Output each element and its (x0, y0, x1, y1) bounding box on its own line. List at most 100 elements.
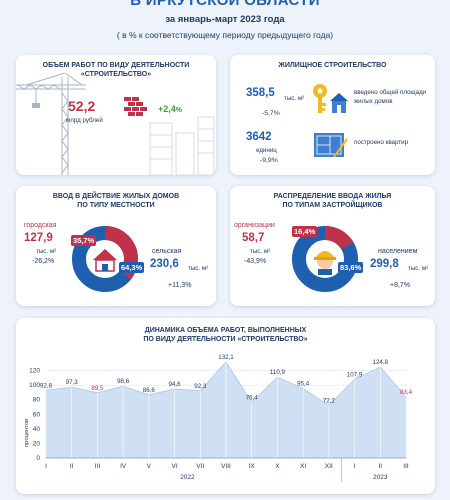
developers-card-title: РАСПРЕДЕЛЕНИЕ ВВОДА ЖИЛЬЯ ПО ТИПАМ ЗАСТР… (230, 192, 435, 210)
urban-change: -26,2% (32, 258, 55, 265)
urban-share: 35,7% (71, 235, 97, 246)
y-tick-label: 20 (33, 440, 41, 447)
data-label: 97,3 (66, 379, 79, 386)
page-header: В ИРКУТСКОЙ ОБЛАСТИ за январь-март 2023 … (0, 0, 450, 48)
construction-title-line2: «СТРОИТЕЛЬСТВО» (80, 71, 152, 78)
x-tick-label: X (275, 463, 280, 470)
bricks-icon (124, 97, 147, 116)
crane-icon (16, 73, 86, 175)
blueprint-icon (314, 133, 348, 158)
rural-share: 64,3% (119, 262, 145, 273)
builder-icon (314, 251, 336, 275)
data-label: 89,5 (91, 385, 104, 392)
x-tick-label: XII (325, 463, 333, 470)
developers-donut (292, 226, 358, 292)
construction-volume-card: ОБЪЕМ РАБОТ ПО ВИДУ ДЕЯТЕЛЬНОСТИ «СТРОИТ… (16, 55, 216, 175)
x-tick-label: VIII (221, 463, 231, 470)
x-tick-label: III (403, 463, 409, 470)
data-label: 124,8 (373, 359, 389, 366)
housing-flats-desc: построено квартир (354, 139, 409, 146)
locality-donut (72, 226, 138, 292)
urban-value: 127,9 (24, 232, 53, 244)
data-label: 76,4 (246, 394, 259, 401)
construction-value: 52,2 (68, 98, 96, 114)
rural-unit: тыс. м² (188, 265, 209, 272)
x-tick-label: V (147, 463, 152, 470)
dynamics-title-line1: ДИНАМИКА ОБЪЕМА РАБОТ, ВЫПОЛНЕННЫХ (144, 327, 307, 334)
dynamics-card: ДИНАМИКА ОБЪЕМА РАБОТ, ВЫПОЛНЕННЫХ ПО ВИ… (16, 318, 435, 494)
page-period: за январь-март 2023 года (165, 14, 285, 25)
pop-value: 299,8 (370, 258, 399, 270)
housing-flats-unit: единиц (256, 147, 277, 154)
construction-change-unit: % (175, 107, 183, 114)
org-value: 58,7 (242, 232, 265, 244)
housing-flats-value: 3642 (246, 131, 272, 143)
locality-red-segment (72, 226, 138, 292)
data-label: 110,9 (270, 369, 286, 376)
housing-card: ЖИЛИЩНОЕ СТРОИТЕЛЬСТВО 358,5 тыс. м² -5,… (230, 55, 435, 175)
housing-area-desc: введено общей площади жилых домов (354, 89, 427, 105)
year-label: 2023 (373, 474, 388, 481)
data-label: 95,4 (297, 380, 310, 387)
construction-card-title: ОБЪЕМ РАБОТ ПО ВИДУ ДЕЯТЕЛЬНОСТИ «СТРОИТ… (16, 61, 216, 79)
data-label: 92,3 (194, 383, 207, 390)
dynamics-chart: 0 20 40 60 80 100 120 процентов 92,8 I 97,3 II 89,5 I… (24, 354, 413, 482)
page-title: В ИРКУТСКОЙ ОБЛАСТИ (130, 0, 320, 9)
data-label: 132,1 (218, 354, 234, 361)
dynamics-card-title: ДИНАМИКА ОБЪЕМА РАБОТ, ВЫПОЛНЕННЫХ ПО ВИ… (16, 326, 435, 344)
dynamics-title-line2: ПО ВИДУ ДЕЯТЕЛЬНОСТИ «СТРОИТЕЛЬСТВО» (143, 336, 308, 343)
urban-unit: тыс. м² (36, 248, 57, 255)
data-label: 107,9 (347, 371, 363, 378)
data-label: 92,8 (40, 382, 53, 389)
developers-title-line1: РАСПРЕДЕЛЕНИЕ ВВОДА ЖИЛЬЯ (273, 193, 392, 200)
rural-label: сельская (152, 248, 182, 255)
org-unit: тыс. м² (250, 248, 271, 255)
pop-unit: тыс. м² (408, 265, 429, 272)
data-label: 72,2 (323, 397, 336, 404)
x-tick-label: II (70, 463, 74, 470)
housing-card-title: ЖИЛИЩНОЕ СТРОИТЕЛЬСТВО (278, 62, 387, 69)
data-label: 98,6 (117, 378, 130, 385)
rural-value: 230,6 (150, 258, 179, 270)
data-label: 83,4 (400, 389, 413, 396)
x-tick-label: III (95, 463, 101, 470)
org-label: организации (234, 222, 275, 229)
pop-label: населением (378, 248, 418, 255)
org-change: -43,9% (244, 258, 267, 265)
developers-red-segment (292, 226, 358, 292)
key-house-icon (313, 84, 348, 113)
org-share: 16,4% (292, 226, 318, 237)
housing-area-change: -5,7% (262, 110, 280, 117)
x-tick-label: XI (300, 463, 306, 470)
data-label: 86,6 (143, 387, 156, 394)
developers-card: РАСПРЕДЕЛЕНИЕ ВВОДА ЖИЛЬЯ ПО ТИПАМ ЗАСТР… (230, 186, 435, 306)
y-axis-label: процентов (24, 419, 30, 447)
page-note: ( в % к соответствующему периоду предыду… (116, 30, 334, 40)
locality-title-line2: ПО ТИПУ МЕСТНОСТИ (77, 202, 155, 209)
rural-change: +11,3% (168, 282, 192, 289)
y-tick-label: 100 (29, 382, 40, 389)
locality-title-line1: ВВОД В ДЕЙСТВИЕ ЖИЛЫХ ДОМОВ (52, 193, 180, 200)
x-tick-label: IX (249, 463, 256, 470)
pop-change: +8,7% (390, 282, 411, 289)
x-tick-label: VII (196, 463, 204, 470)
x-tick-label: I (354, 463, 356, 470)
construction-unit: млрд рублей (66, 117, 103, 124)
data-label: 94,6 (169, 381, 182, 388)
urban-label: городская (24, 222, 57, 229)
house-icon (93, 249, 117, 272)
construction-title-line1: ОБЪЕМ РАБОТ ПО ВИДУ ДЕЯТЕЛЬНОСТИ (42, 62, 190, 69)
construction-change: +2,4% (158, 104, 182, 114)
y-tick-label: 120 (29, 368, 40, 375)
year-label: 2022 (180, 474, 195, 481)
locality-card: ВВОД В ДЕЙСТВИЕ ЖИЛЫХ ДОМОВ ПО ТИПУ МЕСТ… (16, 186, 216, 306)
x-tick-label: IV (120, 463, 127, 470)
x-tick-label: VI (171, 463, 177, 470)
developers-title-line2: ПО ТИПАМ ЗАСТРОЙЩИКОВ (282, 202, 383, 209)
housing-flats-change: -9,9% (260, 157, 278, 164)
x-tick-label: I (45, 463, 47, 470)
housing-area-unit: тыс. м² (284, 95, 305, 102)
x-tick-label: II (378, 463, 382, 470)
buildings-silhouette (149, 116, 215, 175)
y-tick-label: 40 (33, 426, 41, 433)
